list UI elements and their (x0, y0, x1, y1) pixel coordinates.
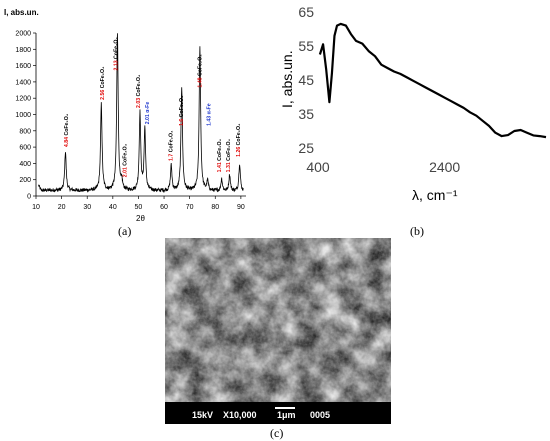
x-tick-label: 50 (135, 204, 143, 211)
sem-micrograph (165, 238, 391, 424)
y-tick-label: 2000 (15, 31, 31, 38)
y-tick-label: 1000 (15, 112, 31, 119)
x-tick-label: 30 (83, 204, 91, 211)
y-tick-label: 600 (19, 145, 31, 152)
x-tick-label: 2400 (429, 159, 460, 175)
caption-c: (c) (270, 426, 284, 440)
x-tick-label: 90 (237, 204, 245, 211)
peak-annotation: 2.13 CoFe₂O₄ (113, 37, 119, 71)
peak-annotation: 2.56 CoFe₂O₄ (100, 66, 106, 100)
sem-voltage: 15kV (192, 410, 214, 420)
sem-magnification: X10,000 (223, 410, 257, 420)
sem-image: 15kV X10,000 1μm 0005 (165, 238, 391, 424)
peak-annotation: 1.41 CoFe₂O₄ (217, 139, 223, 173)
y-axis-label: I, abs.un. (279, 50, 295, 108)
y-tick-label: 55 (298, 38, 314, 54)
y-tick-label: 200 (19, 177, 31, 184)
y-tick-label: 1600 (15, 63, 31, 70)
y-tick-label: 1200 (15, 96, 31, 103)
x-axis-label: λ, cm⁻¹ (412, 187, 458, 203)
peak-annotation: 2.03 CoFe₂O₄ (136, 74, 142, 108)
sem-scale-label: 1μm (277, 410, 296, 420)
xrd-panel: I, abs.un. 0 200 400 600 800 1000 1200 1400 1600 1… (0, 0, 260, 240)
x-tick-label: 80 (211, 204, 219, 211)
peak-annotation: 1.6 CoFe₂O₄ (179, 95, 185, 126)
peak-annotation: 1.48 CoFe₂O₄ (198, 54, 204, 88)
peak-annotation: 2.01 α-Fe (145, 102, 151, 125)
x-tick-label: 60 (160, 204, 168, 211)
x-tick-label: 20 (58, 204, 66, 211)
y-tick-label: 400 (19, 161, 31, 168)
xrd-series-line (38, 33, 244, 193)
y-tick-label: 1800 (15, 47, 31, 54)
y-tick-label: 800 (19, 128, 31, 135)
sem-scale-bar (275, 407, 295, 409)
y-tick-label: 35 (298, 106, 314, 122)
peak-annotation: 4.84 CoFe₂O₄ (64, 113, 70, 147)
spectrum-panel: 25 35 45 55 65 400 2400 I, abs.un. λ, cm⁻¹ (b) (268, 0, 550, 240)
x-tick-label: 70 (186, 204, 194, 211)
peak-annotation: 1.31 CoFe₂O₄ (226, 139, 232, 173)
peak-annotation: 2.01 CoFe₂O₄ (122, 143, 128, 177)
peak-annotation: 1.7 CoFe₂O₄ (168, 130, 174, 161)
y-tick-label: 25 (298, 140, 314, 156)
y-tick-label: 65 (298, 4, 314, 20)
x-tick-label: 10 (32, 204, 40, 211)
y-axis-label: I, abs.un. (4, 8, 39, 17)
spectrum-chart: 25 35 45 55 65 400 2400 I, abs.un. λ, cm⁻¹ (279, 4, 547, 203)
caption-b: (b) (410, 224, 424, 238)
peak-annotation: 1.43 α-Fe (207, 103, 213, 126)
x-tick-label: 400 (306, 159, 330, 175)
y-tick-label: 45 (298, 72, 314, 88)
sem-panel: 15kV X10,000 1μm 0005 (c) (165, 238, 391, 441)
x-axis-label: 2θ (136, 214, 145, 223)
peak-annotation: 1.26 CoFe₂O₄ (236, 123, 242, 157)
sem-info-bar (165, 402, 391, 424)
spectrum-series-line (318, 22, 547, 139)
y-tick-label: 1400 (15, 79, 31, 86)
xrd-chart: I, abs.un. 0 200 400 600 800 1000 1200 1400 1600 1… (4, 8, 246, 223)
caption-a: (a) (118, 224, 132, 238)
sem-image-number: 0005 (310, 410, 331, 420)
y-tick-label: 0 (27, 194, 31, 201)
x-tick-label: 40 (109, 204, 117, 211)
